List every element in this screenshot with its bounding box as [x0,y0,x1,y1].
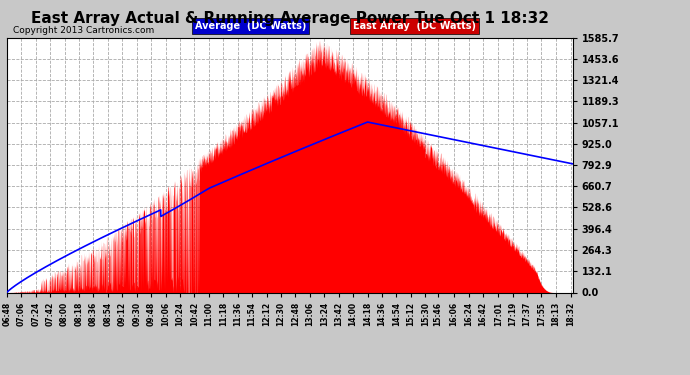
Text: East Array Actual & Running Average Power Tue Oct 1 18:32: East Array Actual & Running Average Powe… [31,11,549,26]
Text: East Array  (DC Watts): East Array (DC Watts) [353,21,476,31]
Text: Copyright 2013 Cartronics.com: Copyright 2013 Cartronics.com [12,26,154,35]
Text: Average  (DC Watts): Average (DC Watts) [195,21,306,31]
